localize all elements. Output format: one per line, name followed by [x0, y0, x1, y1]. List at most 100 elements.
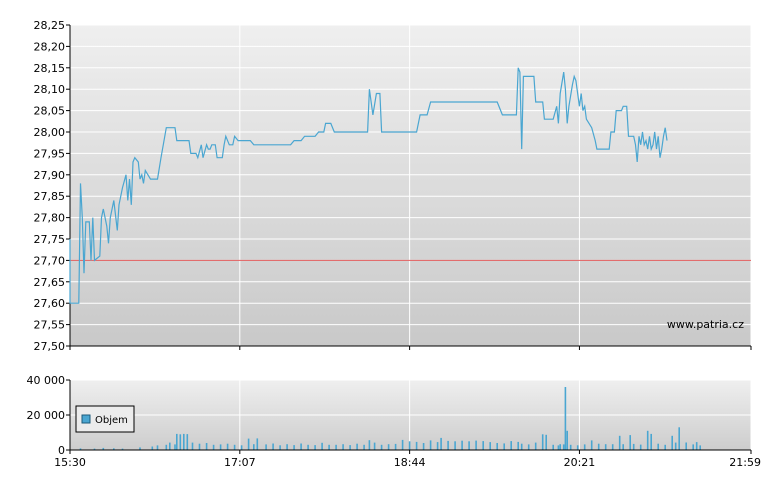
volume-bar [482, 441, 484, 450]
volume-bar [583, 444, 586, 450]
price-y-tick-label: 28,25 [34, 19, 66, 32]
price-y-tick-label: 27,90 [34, 169, 66, 182]
volume-bar [247, 438, 250, 450]
volume-bar [121, 448, 124, 450]
volume-bar [527, 444, 530, 450]
volume-bar [678, 427, 680, 451]
price-y-tick-label: 27,60 [34, 297, 66, 310]
volume-bar [597, 443, 600, 450]
volume-bar [650, 433, 652, 450]
time-axis-label: 15:30 [54, 456, 86, 469]
volume-bar [113, 448, 115, 451]
volume-bar [165, 444, 168, 451]
volume-bar [664, 444, 666, 451]
volume-bar [314, 445, 316, 450]
price-y-tick-label: 28,15 [34, 62, 66, 75]
volume-bar [422, 443, 425, 450]
volume-bar [328, 444, 330, 451]
price-y-tick-label: 28,00 [34, 126, 66, 139]
volume-bar [510, 441, 512, 450]
price-y-tick-label: 27,75 [34, 233, 66, 246]
price-y-tick-label: 27,70 [34, 254, 66, 267]
volume-bar [253, 444, 255, 450]
volume-bar [139, 447, 141, 450]
volume-bar [233, 444, 236, 451]
price-y-tick-label: 28,20 [34, 40, 66, 53]
volume-grid [69, 379, 752, 450]
volume-bar [279, 445, 281, 450]
volume-bar [569, 444, 572, 451]
volume-bar [576, 445, 579, 450]
volume-bar [286, 444, 288, 450]
volume-bar [517, 441, 519, 450]
legend-label: Objem [95, 415, 128, 426]
price-y-tick-label: 27,80 [34, 212, 66, 225]
volume-bar [226, 443, 229, 450]
time-axis-label: 20:21 [564, 456, 596, 469]
price-y-tick-label: 27,85 [34, 190, 66, 203]
volume-bar [618, 435, 621, 450]
volume-bar [552, 444, 554, 451]
volume-bar [240, 445, 243, 450]
volume-bar [300, 443, 302, 450]
price-y-tick-label: 27,50 [34, 340, 66, 353]
volume-y-tick-label: 20 000 [27, 409, 66, 422]
volume-bar [440, 437, 442, 450]
volume-bar [629, 435, 631, 450]
volume-bar [461, 440, 463, 450]
volume-bar [557, 445, 560, 450]
volume-bar [151, 446, 154, 450]
volume-bar [307, 444, 309, 451]
volume-bar [373, 442, 376, 450]
volume-y-tick-label: 0 [58, 444, 65, 457]
volume-x-axis: 15:30 17:07 18:44 20:21 21:59 [54, 449, 761, 469]
volume-bar [632, 443, 635, 450]
volume-bar [408, 441, 411, 451]
volume-bar [566, 430, 568, 451]
volume-bar [447, 440, 449, 450]
volume-bar [559, 444, 561, 450]
volume-bar [368, 440, 371, 450]
volume-bar [256, 438, 259, 450]
volume-bar [272, 443, 274, 450]
volume-bar [415, 441, 418, 450]
volume-bar [429, 440, 432, 450]
volume-bars [79, 387, 701, 451]
volume-bar [363, 444, 365, 451]
volume-bar [156, 445, 159, 450]
time-axis-label: 21:59 [729, 456, 761, 469]
volume-bar [674, 442, 677, 450]
volume-bar [179, 434, 182, 451]
price-y-axis: 28,25 28,20 28,15 28,10 28,05 28,00 27,95 27,90… [34, 19, 71, 353]
volume-bar [265, 444, 267, 450]
volume-bar [622, 444, 624, 450]
price-y-tick-label: 27,65 [34, 276, 66, 289]
watermark: www.patria.cz [667, 318, 744, 331]
volume-bar [191, 442, 194, 450]
volume-bar [212, 444, 215, 451]
volume-bar [205, 443, 208, 450]
volume-bar [562, 444, 565, 450]
volume-bar [520, 443, 523, 450]
volume-bar [541, 434, 544, 451]
volume-bar [496, 443, 498, 450]
volume-bar [321, 442, 323, 450]
volume-bar [79, 448, 82, 450]
volume-bar [454, 441, 456, 451]
volume-bar [169, 442, 171, 450]
volume-bar [695, 442, 698, 450]
volume-bar [590, 440, 593, 450]
volume-bar [293, 445, 295, 450]
volume-bar [436, 442, 439, 450]
volume-bar [174, 444, 176, 450]
volume-bar [503, 443, 505, 450]
volume-bar [545, 434, 547, 450]
price-y-tick-label: 27,95 [34, 147, 66, 160]
volume-bar [102, 447, 105, 450]
price-series-line [69, 67, 668, 304]
volume-bar [394, 443, 397, 450]
volume-bar [356, 443, 358, 450]
